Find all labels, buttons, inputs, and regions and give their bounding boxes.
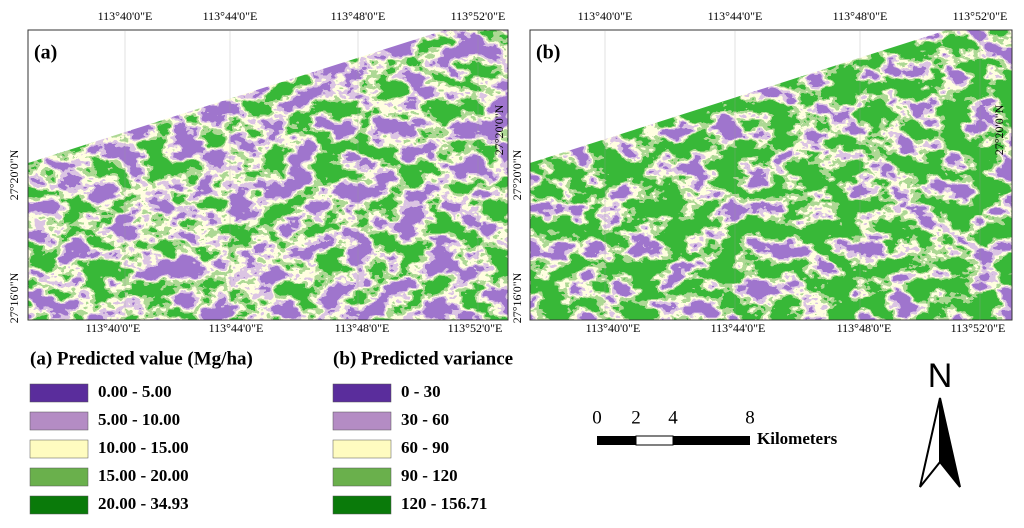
arrow-left bbox=[919, 397, 941, 488]
legend-label: 10.00 - 15.00 bbox=[98, 438, 189, 457]
bottom-tick-label: 113°48'0"E bbox=[837, 321, 892, 335]
legend-swatch bbox=[29, 439, 89, 459]
north-label: N bbox=[928, 357, 953, 395]
legend-label: 90 - 120 bbox=[401, 466, 458, 485]
frame bbox=[529, 29, 1013, 321]
legend-swatch bbox=[332, 383, 392, 403]
top-tick-label: 113°40'0"E bbox=[98, 9, 153, 23]
left-tick-label: 27°20'0"N bbox=[7, 149, 21, 200]
legend-label: 5.00 - 10.00 bbox=[98, 410, 180, 429]
frame bbox=[27, 29, 509, 321]
scale-segment bbox=[673, 436, 750, 445]
right-tick-label: 27°20'0"N bbox=[992, 104, 1006, 155]
legend-swatch bbox=[29, 467, 89, 487]
raster bbox=[530, 30, 1012, 320]
panel-label: (a) bbox=[34, 42, 57, 64]
right-tick-label: 27°20'0"N bbox=[492, 104, 506, 155]
scale-segment bbox=[635, 435, 674, 446]
top-tick-label: 113°40'0"E bbox=[578, 9, 633, 23]
scale-tick-label: 8 bbox=[745, 407, 755, 428]
legend-swatch bbox=[29, 495, 89, 515]
scale-tick-label: 0 bbox=[592, 407, 602, 428]
legend-label: 20.00 - 34.93 bbox=[98, 494, 189, 513]
legend-swatch bbox=[29, 411, 89, 431]
legend-label: 120 - 156.71 bbox=[401, 494, 487, 513]
legend-swatch bbox=[332, 439, 392, 459]
bottom-tick-label: 113°48'0"E bbox=[335, 321, 390, 335]
left-tick-label: 27°16'0"N bbox=[510, 272, 524, 323]
legend-swatch bbox=[332, 495, 392, 515]
legend-title: (a) Predicted value (Mg/ha) bbox=[30, 348, 253, 369]
north-arrow bbox=[919, 397, 961, 488]
scale-bar bbox=[597, 435, 750, 446]
legend-title: (b) Predicted variance bbox=[333, 348, 513, 369]
legend-label: 15.00 - 20.00 bbox=[98, 466, 189, 485]
top-tick-label: 113°52'0"E bbox=[953, 9, 1008, 23]
bottom-tick-label: 113°52'0"E bbox=[951, 321, 1006, 335]
map-b bbox=[529, 29, 1013, 321]
bottom-tick-label: 113°44'0"E bbox=[711, 321, 766, 335]
legend-label: 0 - 30 bbox=[401, 382, 441, 401]
arrow-right bbox=[939, 397, 961, 488]
top-tick-label: 113°44'0"E bbox=[708, 9, 763, 23]
panel-label: (b) bbox=[536, 42, 560, 64]
left-tick-label: 27°16'0"N bbox=[7, 272, 21, 323]
top-tick-label: 113°44'0"E bbox=[203, 9, 258, 23]
bottom-tick-label: 113°44'0"E bbox=[209, 321, 264, 335]
bottom-tick-label: 113°52'0"E bbox=[448, 321, 503, 335]
legend-label: 60 - 90 bbox=[401, 438, 449, 457]
bottom-tick-label: 113°40'0"E bbox=[86, 321, 141, 335]
left-tick-label: 27°20'0"N bbox=[510, 149, 524, 200]
legend-swatch bbox=[29, 383, 89, 403]
scale-tick-label: 4 bbox=[668, 407, 678, 428]
raster bbox=[28, 30, 508, 320]
bottom-tick-label: 113°40'0"E bbox=[586, 321, 641, 335]
legend-swatch bbox=[332, 467, 392, 487]
top-tick-label: 113°48'0"E bbox=[331, 9, 386, 23]
scale-tick-label: 2 bbox=[631, 407, 641, 428]
top-tick-label: 113°52'0"E bbox=[451, 9, 506, 23]
scale-segment bbox=[597, 436, 636, 445]
top-tick-label: 113°48'0"E bbox=[833, 9, 888, 23]
legend-swatch bbox=[332, 411, 392, 431]
scale-unit: Kilometers bbox=[757, 429, 838, 448]
map-a bbox=[27, 29, 509, 321]
legend-label: 0.00 - 5.00 bbox=[98, 382, 172, 401]
legend-label: 30 - 60 bbox=[401, 410, 449, 429]
